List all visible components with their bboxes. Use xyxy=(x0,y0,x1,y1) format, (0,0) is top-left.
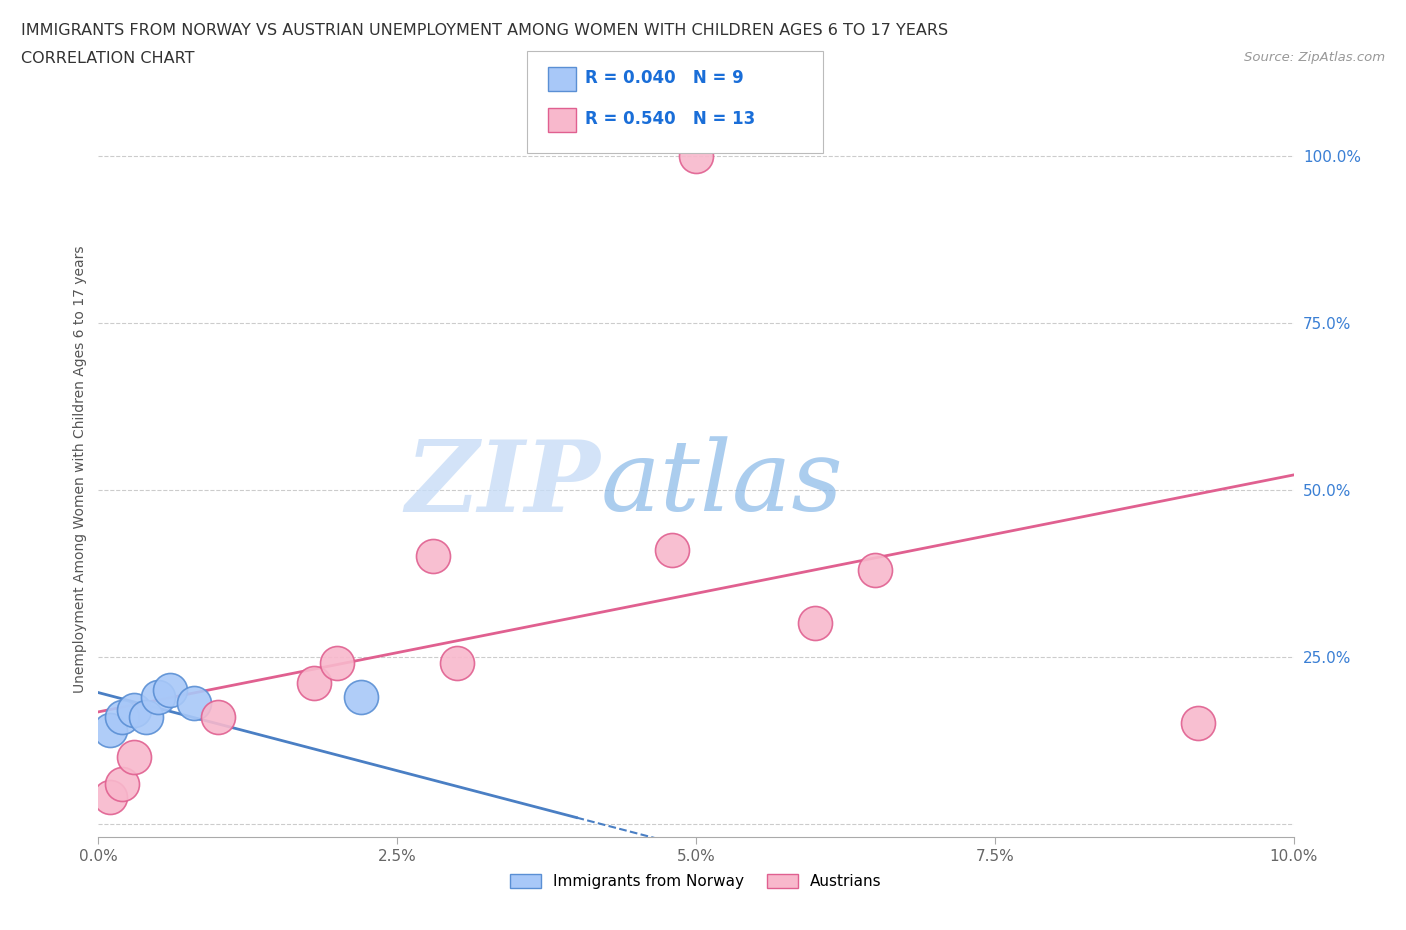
Point xyxy=(135,710,157,724)
Point xyxy=(111,710,134,724)
Text: Source: ZipAtlas.com: Source: ZipAtlas.com xyxy=(1244,51,1385,64)
Y-axis label: Unemployment Among Women with Children Ages 6 to 17 years: Unemployment Among Women with Children A… xyxy=(73,246,87,694)
Point xyxy=(124,703,146,718)
Point xyxy=(207,710,229,724)
Text: R = 0.040   N = 9: R = 0.040 N = 9 xyxy=(585,69,744,87)
Point xyxy=(183,696,205,711)
Point xyxy=(159,683,181,698)
Point xyxy=(302,676,325,691)
Point xyxy=(865,563,887,578)
Point xyxy=(446,656,468,671)
Text: R = 0.540   N = 13: R = 0.540 N = 13 xyxy=(585,110,755,128)
Point xyxy=(565,850,588,865)
Point xyxy=(111,777,134,791)
Point xyxy=(326,656,349,671)
Text: CORRELATION CHART: CORRELATION CHART xyxy=(21,51,194,66)
Text: ZIP: ZIP xyxy=(405,436,600,533)
Point xyxy=(148,689,170,704)
Point xyxy=(804,616,827,631)
Point xyxy=(1187,716,1209,731)
Text: IMMIGRANTS FROM NORWAY VS AUSTRIAN UNEMPLOYMENT AMONG WOMEN WITH CHILDREN AGES 6: IMMIGRANTS FROM NORWAY VS AUSTRIAN UNEMP… xyxy=(21,23,948,38)
Point xyxy=(661,542,683,557)
Point xyxy=(350,689,373,704)
Point xyxy=(98,790,122,804)
Point xyxy=(124,750,146,764)
Point xyxy=(98,723,122,737)
Legend: Immigrants from Norway, Austrians: Immigrants from Norway, Austrians xyxy=(505,869,887,896)
Point xyxy=(422,549,444,564)
Text: atlas: atlas xyxy=(600,437,844,532)
Point xyxy=(685,148,707,163)
